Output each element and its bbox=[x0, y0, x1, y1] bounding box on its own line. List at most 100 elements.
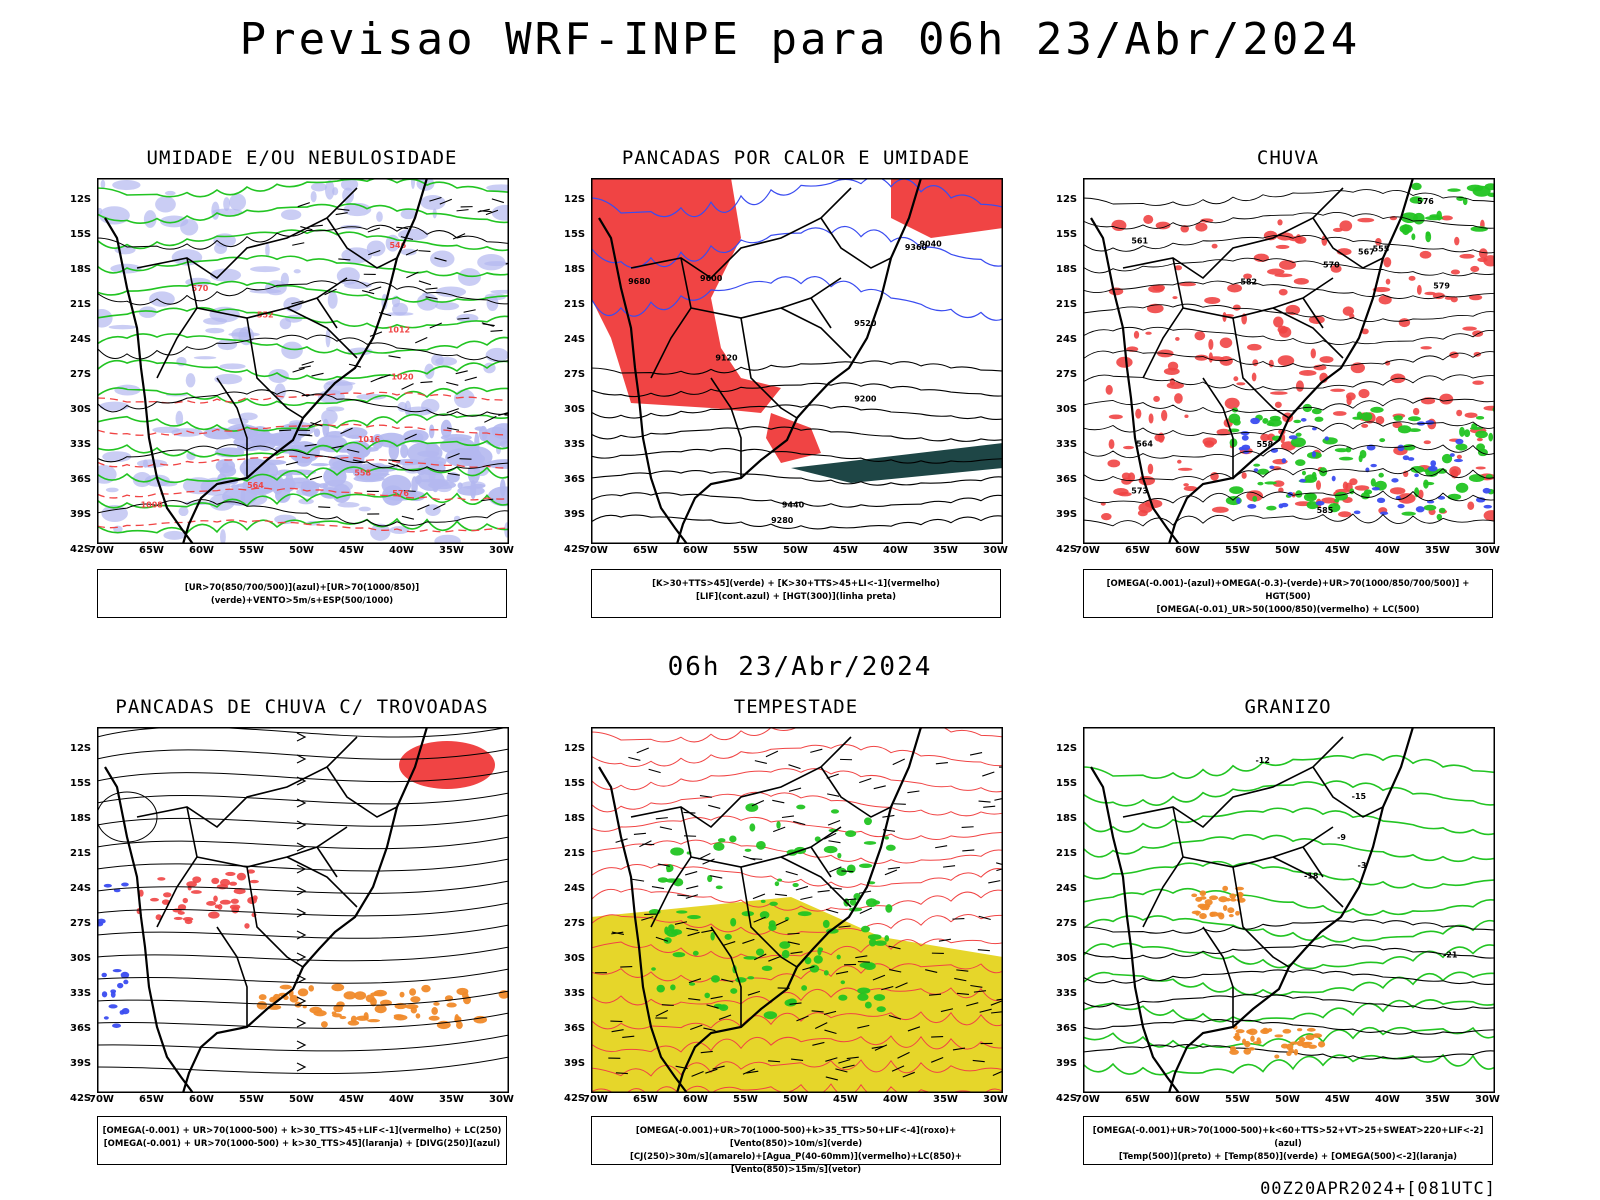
field-shading bbox=[704, 992, 710, 999]
streamline bbox=[97, 770, 509, 783]
lon-label: 40W bbox=[389, 545, 414, 556]
field-shading bbox=[1342, 306, 1354, 316]
field-shading bbox=[1425, 231, 1432, 243]
field-shading bbox=[280, 272, 290, 287]
field-shading bbox=[370, 523, 391, 541]
field-shading bbox=[1266, 505, 1277, 511]
wind-vector bbox=[324, 288, 337, 296]
field-shading bbox=[310, 182, 327, 192]
country-border bbox=[740, 317, 798, 419]
contour-line bbox=[591, 914, 1003, 936]
wind-vector bbox=[962, 849, 975, 852]
field-shading bbox=[1269, 391, 1288, 395]
contour-line bbox=[97, 334, 509, 362]
wind-vector bbox=[929, 993, 942, 996]
field-shading bbox=[1378, 295, 1392, 305]
wind-vector bbox=[723, 941, 736, 946]
field-shading bbox=[1222, 885, 1229, 892]
wind-vector bbox=[871, 1045, 884, 1049]
lat-label: 27S bbox=[70, 369, 92, 380]
wind-vector bbox=[884, 869, 898, 876]
field-shading bbox=[777, 878, 783, 882]
contour-line bbox=[1083, 994, 1495, 1010]
field-shading bbox=[1194, 331, 1206, 341]
lat-label: 18S bbox=[564, 813, 586, 824]
contour-line bbox=[591, 815, 1003, 841]
field-shading bbox=[749, 823, 756, 832]
lon-label: 70W bbox=[89, 1094, 114, 1105]
wind-vector bbox=[827, 820, 841, 826]
contour-line bbox=[97, 359, 509, 381]
field-shading bbox=[1378, 472, 1384, 478]
field-shading bbox=[431, 1007, 438, 1015]
field-shading bbox=[1295, 459, 1306, 467]
streamline bbox=[97, 990, 509, 1007]
lat-label: 42S bbox=[70, 1093, 92, 1104]
panel-title-tempestade: TEMPESTADE bbox=[733, 696, 859, 718]
field-shading bbox=[310, 463, 330, 467]
contour-line bbox=[1083, 189, 1495, 206]
field-shading bbox=[864, 817, 872, 826]
field-shading bbox=[1459, 253, 1475, 259]
field-shading bbox=[663, 937, 672, 944]
field-shading bbox=[230, 898, 239, 904]
field-shading bbox=[1257, 468, 1269, 475]
lon-label: 45W bbox=[833, 1094, 858, 1105]
field-shading bbox=[1272, 480, 1285, 487]
field-shading bbox=[353, 475, 385, 483]
field-shading bbox=[1252, 359, 1259, 367]
field-shading bbox=[687, 914, 701, 920]
field-shading bbox=[1298, 370, 1317, 376]
wind-vector bbox=[706, 1004, 719, 1009]
field-shading bbox=[432, 484, 439, 493]
field-shading bbox=[1274, 1054, 1280, 1059]
streamline-arrow bbox=[296, 732, 307, 742]
wind-vector bbox=[439, 198, 453, 205]
field-shading bbox=[1439, 393, 1454, 405]
lon-label: 40W bbox=[883, 1094, 908, 1105]
contour-line bbox=[1083, 467, 1495, 482]
field-shading bbox=[435, 302, 460, 311]
lat-label: 27S bbox=[70, 918, 92, 929]
wind-vector bbox=[636, 747, 649, 754]
wind-vector bbox=[838, 925, 851, 928]
lat-label: 36S bbox=[1056, 474, 1078, 485]
wind-vector bbox=[752, 893, 766, 900]
map-granizo: -3-9-12-15-18-21 bbox=[1083, 727, 1495, 1093]
field-shading bbox=[1345, 446, 1352, 453]
field-shading bbox=[1250, 1035, 1255, 1042]
field-shading bbox=[1319, 356, 1334, 363]
field-shading bbox=[225, 871, 236, 877]
wind-vector bbox=[388, 355, 401, 359]
wind-vector bbox=[688, 998, 701, 1001]
contour-line bbox=[591, 470, 1003, 486]
field-shading bbox=[1229, 893, 1237, 899]
wind-vector bbox=[655, 936, 669, 942]
country-border bbox=[1202, 926, 1234, 1027]
wind-vector bbox=[972, 1059, 985, 1063]
lat-label: 30S bbox=[70, 953, 92, 964]
wind-vector bbox=[793, 820, 806, 826]
legend-line: [CJ(250)>30m/s](amarelo)+[Agua_P(40-60mm… bbox=[629, 1152, 963, 1175]
lon-label: 45W bbox=[339, 545, 364, 556]
contour-line bbox=[591, 888, 1003, 912]
field-shading bbox=[676, 910, 688, 914]
field-shading bbox=[373, 989, 388, 997]
wind-vector bbox=[297, 202, 310, 208]
field-shading bbox=[208, 911, 220, 919]
legend-tempestade: [OMEGA(-0.001)+UR>70(1000-500)+k>35_TTS>… bbox=[591, 1116, 1001, 1175]
streamline-arrow bbox=[296, 842, 307, 852]
field-shading bbox=[838, 994, 848, 1001]
field-shading bbox=[123, 979, 129, 985]
field-shading bbox=[1288, 435, 1298, 440]
field-shading bbox=[1356, 411, 1363, 420]
field-shading bbox=[1274, 401, 1282, 408]
lat-label: 42S bbox=[1056, 544, 1078, 555]
field-shading bbox=[813, 955, 823, 964]
country-border bbox=[650, 257, 692, 379]
field-shading bbox=[1436, 210, 1443, 221]
field-shading bbox=[1253, 253, 1269, 263]
lat-label: 24S bbox=[70, 334, 92, 345]
field-shading bbox=[1253, 468, 1259, 472]
